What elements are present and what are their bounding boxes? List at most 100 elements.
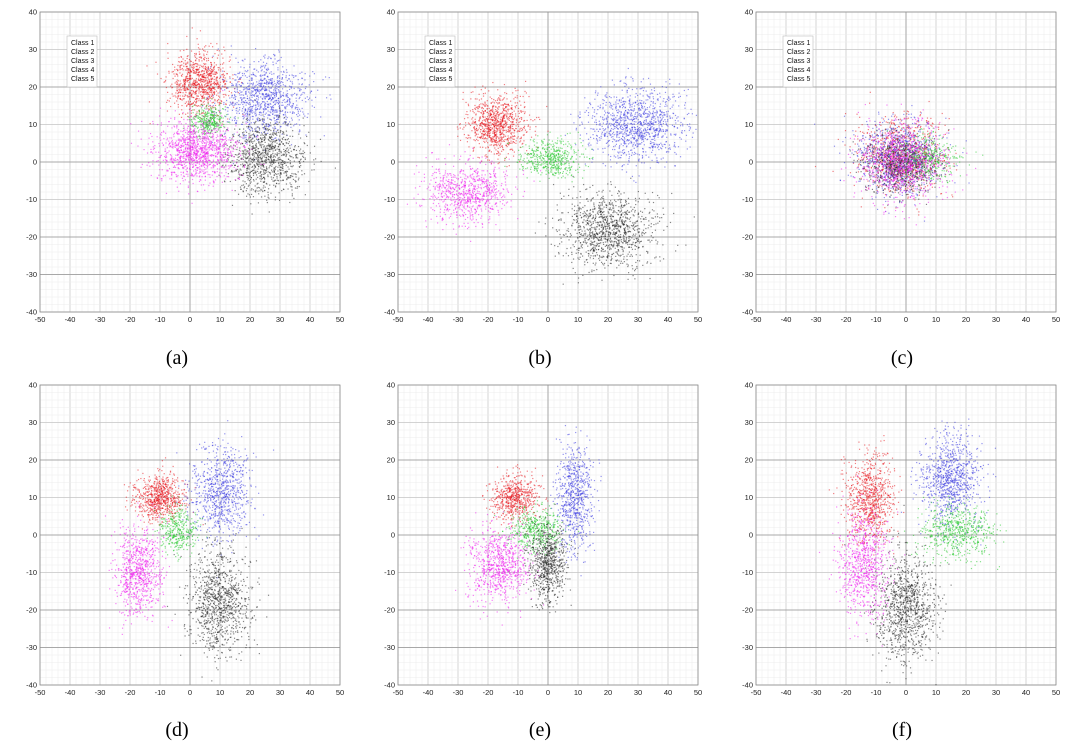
- scatter-point: [191, 83, 193, 86]
- scatter-point: [271, 147, 273, 149]
- scatter-point: [275, 62, 277, 64]
- scatter-point: [238, 176, 240, 178]
- scatter-point: [191, 178, 194, 181]
- scatter-point: [231, 82, 233, 85]
- scatter-point: [246, 117, 248, 119]
- scatter-point: [277, 157, 279, 159]
- scatter-point: [196, 139, 198, 141]
- scatter-point: [313, 163, 315, 165]
- scatter-point: [247, 118, 249, 121]
- scatter-point: [249, 99, 252, 101]
- scatter-point: [216, 150, 218, 152]
- scatter-point: [227, 173, 230, 175]
- scatter-point: [235, 83, 237, 85]
- scatter-point: [216, 146, 218, 148]
- scatter-point: [496, 136, 498, 138]
- scatter-point: [501, 118, 503, 120]
- scatter-point: [284, 144, 286, 147]
- scatter-point: [254, 128, 256, 130]
- scatter-point: [276, 80, 279, 82]
- scatter-point: [278, 77, 281, 79]
- scatter-point: [187, 88, 190, 91]
- scatter-point: [191, 118, 193, 121]
- scatter-point: [233, 117, 235, 119]
- scatter-point: [214, 88, 216, 91]
- scatter-point: [267, 129, 269, 131]
- scatter-point: [285, 76, 287, 79]
- scatter-point: [224, 132, 226, 134]
- scatter-point: [272, 160, 274, 162]
- scatter-point: [260, 178, 262, 180]
- scatter-point: [242, 164, 245, 166]
- scatter-point: [250, 170, 252, 173]
- scatter-point: [264, 189, 266, 192]
- scatter-point: [496, 101, 498, 104]
- scatter-point: [203, 84, 206, 86]
- scatter-point: [148, 101, 151, 103]
- scatter-point: [456, 126, 459, 128]
- x-tick-label: -40: [423, 315, 434, 324]
- scatter-point: [168, 120, 170, 123]
- scatter-point: [302, 160, 305, 163]
- scatter-point: [244, 140, 246, 142]
- scatter-point: [284, 101, 286, 103]
- scatter-point: [211, 149, 214, 151]
- scatter-point: [235, 103, 237, 106]
- scatter-point: [234, 94, 236, 96]
- scatter-point: [180, 174, 182, 176]
- scatter-point: [267, 57, 269, 60]
- scatter-point: [234, 116, 236, 118]
- scatter-point: [190, 155, 193, 158]
- scatter-point: [248, 158, 250, 160]
- scatter-point: [203, 138, 205, 140]
- scatter-point: [265, 150, 267, 153]
- scatter-point: [288, 141, 290, 143]
- scatter-point: [213, 180, 215, 183]
- scatter-point: [185, 150, 187, 152]
- scatter-point: [278, 139, 280, 141]
- scatter-point: [273, 53, 275, 56]
- scatter-point: [201, 95, 203, 97]
- scatter-point: [189, 138, 191, 140]
- scatter-point: [174, 117, 176, 119]
- scatter-point: [156, 177, 158, 179]
- scatter-point: [168, 150, 170, 152]
- scatter-point: [261, 65, 263, 68]
- scatter-point: [260, 105, 262, 108]
- scatter-point: [178, 149, 180, 152]
- scatter-point: [228, 60, 230, 63]
- scatter-point: [267, 191, 269, 193]
- scatter-point: [261, 88, 263, 90]
- scatter-point: [229, 81, 231, 83]
- scatter-point: [176, 73, 178, 76]
- scatter-point: [279, 111, 281, 113]
- scatter-point: [205, 159, 207, 162]
- scatter-point: [201, 147, 203, 149]
- scatter-point: [201, 111, 203, 113]
- scatter-point: [238, 173, 240, 175]
- scatter-point: [299, 162, 301, 164]
- scatter-point: [185, 63, 187, 66]
- scatter-point: [236, 142, 238, 144]
- scatter-point: [173, 159, 175, 161]
- scatter-point: [205, 85, 207, 88]
- scatter-point: [203, 155, 205, 158]
- scatter-point: [185, 144, 187, 146]
- scatter-point: [260, 140, 263, 142]
- scatter-point: [192, 117, 194, 119]
- scatter-point: [234, 190, 236, 192]
- scatter-point: [256, 153, 259, 155]
- scatter-point: [281, 161, 283, 164]
- scatter-point: [180, 123, 182, 125]
- scatter-point: [224, 93, 226, 96]
- scatter-point: [283, 154, 285, 156]
- scatter-point: [173, 166, 175, 168]
- scatter-point: [214, 129, 216, 131]
- scatter-point: [295, 97, 297, 99]
- scatter-point: [259, 75, 261, 77]
- scatter-point: [282, 163, 284, 165]
- scatter-point: [253, 134, 255, 137]
- scatter-point: [205, 159, 207, 161]
- scatter-point: [189, 60, 191, 62]
- scatter-point: [254, 130, 256, 133]
